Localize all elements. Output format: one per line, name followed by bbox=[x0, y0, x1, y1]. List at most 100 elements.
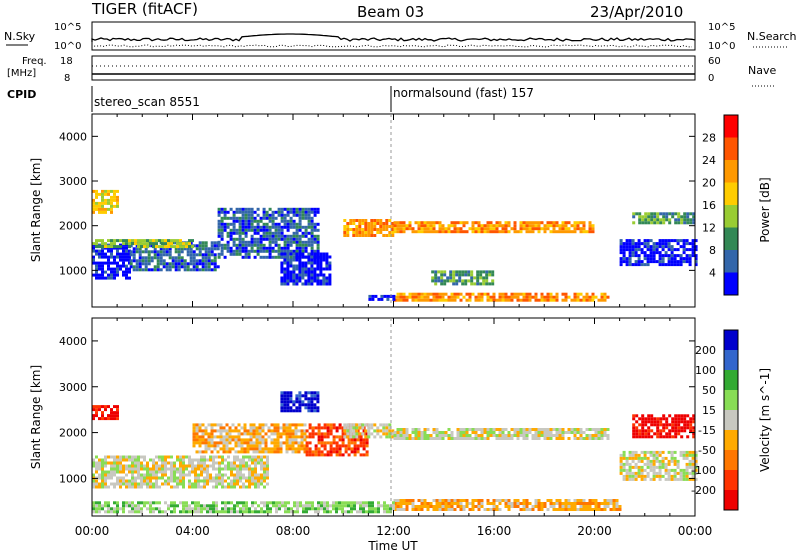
power-cell bbox=[125, 267, 128, 271]
velocity-cell bbox=[239, 470, 242, 474]
power-cell bbox=[688, 254, 692, 258]
velocity-cell bbox=[291, 429, 295, 433]
power-cell bbox=[591, 224, 595, 228]
power-cell bbox=[262, 216, 266, 220]
velocity-cell bbox=[197, 501, 200, 505]
power-cell bbox=[125, 255, 128, 259]
power-cell bbox=[473, 282, 477, 286]
velocity-cell bbox=[275, 507, 278, 511]
power-cell bbox=[688, 263, 692, 267]
power-cell bbox=[307, 243, 311, 247]
power-cell bbox=[576, 221, 580, 225]
velocity-cell bbox=[540, 505, 544, 508]
velocity-cell bbox=[194, 470, 197, 474]
power-cell bbox=[534, 227, 538, 231]
power-cell bbox=[268, 213, 272, 217]
velocity-cell bbox=[192, 441, 196, 445]
velocity-cell bbox=[131, 485, 134, 489]
nsearch-tick-top: 10^5 bbox=[708, 22, 735, 33]
velocity-cell bbox=[628, 471, 632, 475]
power-cell bbox=[588, 224, 592, 228]
power-cell bbox=[259, 234, 263, 238]
power-cell bbox=[304, 231, 308, 235]
power-cell bbox=[280, 207, 284, 211]
power-cell bbox=[619, 239, 623, 243]
velocity-cell bbox=[323, 441, 327, 445]
power-cell bbox=[504, 298, 508, 302]
velocity-cell bbox=[658, 468, 662, 472]
velocity-cell bbox=[685, 477, 689, 481]
velocity-cell bbox=[350, 501, 353, 505]
power-cell bbox=[414, 295, 418, 299]
velocity-cell bbox=[692, 432, 696, 436]
velocity-cell bbox=[311, 432, 315, 436]
power-cell bbox=[213, 268, 217, 272]
velocity-cell bbox=[305, 441, 309, 445]
velocity-cell bbox=[692, 429, 696, 433]
velocity-cell bbox=[222, 450, 226, 454]
velocity-cell bbox=[649, 462, 653, 466]
power-cell bbox=[98, 267, 101, 271]
power-cell bbox=[104, 252, 107, 256]
velocity-cell bbox=[588, 437, 592, 440]
velocity-cell bbox=[396, 428, 400, 431]
velocity-cell bbox=[179, 455, 182, 459]
power-cell bbox=[286, 252, 290, 256]
power-cell bbox=[292, 255, 296, 259]
velocity-cell bbox=[191, 501, 194, 505]
velocity-cell bbox=[341, 438, 345, 442]
velocity-cell bbox=[561, 437, 565, 440]
power-cell bbox=[676, 239, 680, 243]
velocity-cell bbox=[249, 438, 253, 442]
power-cell bbox=[474, 298, 478, 302]
velocity-cell bbox=[588, 508, 592, 511]
velocity-cell bbox=[243, 438, 247, 442]
velocity-cell bbox=[447, 508, 451, 511]
velocity-cell bbox=[346, 432, 350, 436]
velocity-cell bbox=[191, 507, 194, 511]
power-cell bbox=[405, 298, 409, 302]
power-cell bbox=[477, 224, 481, 228]
velocity-cell bbox=[236, 473, 239, 477]
power-cell bbox=[313, 234, 317, 238]
velocity-cell bbox=[203, 507, 206, 511]
velocity-cell bbox=[652, 468, 656, 472]
power-cell bbox=[522, 224, 526, 228]
velocity-cell bbox=[489, 434, 493, 437]
power-cell bbox=[165, 262, 169, 266]
power-cell bbox=[101, 189, 104, 193]
velocity-cell bbox=[358, 432, 362, 436]
power-cell bbox=[286, 261, 290, 265]
power-cell bbox=[298, 243, 302, 247]
velocity-cell bbox=[95, 411, 98, 415]
velocity-cell bbox=[359, 510, 362, 514]
velocity-cell bbox=[179, 476, 182, 480]
power-cell bbox=[138, 253, 142, 257]
velocity-cell bbox=[98, 417, 101, 421]
power-cell bbox=[98, 207, 101, 211]
velocity-cell bbox=[252, 423, 256, 427]
velocity-cell bbox=[203, 479, 206, 483]
velocity-cell bbox=[396, 508, 400, 511]
velocity-cell bbox=[353, 447, 357, 451]
power-cell bbox=[322, 276, 326, 280]
velocity-cell bbox=[167, 482, 170, 486]
velocity-cell bbox=[282, 423, 286, 427]
power-cell bbox=[131, 239, 134, 243]
velocity-cell bbox=[650, 435, 654, 439]
power-cell bbox=[625, 257, 629, 261]
power-cell bbox=[426, 221, 430, 225]
velocity-cell bbox=[198, 429, 202, 433]
velocity-cell bbox=[155, 479, 158, 483]
velocity-cell bbox=[677, 420, 681, 424]
velocity-cell bbox=[92, 485, 95, 489]
velocity-cell bbox=[308, 441, 312, 445]
power-cell bbox=[379, 219, 383, 222]
power-cell bbox=[558, 230, 562, 234]
power-cell bbox=[104, 189, 107, 193]
time-tick-label: 12:00 bbox=[376, 524, 411, 538]
power-cell bbox=[408, 227, 412, 231]
velocity-cell bbox=[486, 437, 490, 440]
velocity-cell bbox=[122, 482, 125, 486]
power-cell bbox=[307, 231, 311, 235]
